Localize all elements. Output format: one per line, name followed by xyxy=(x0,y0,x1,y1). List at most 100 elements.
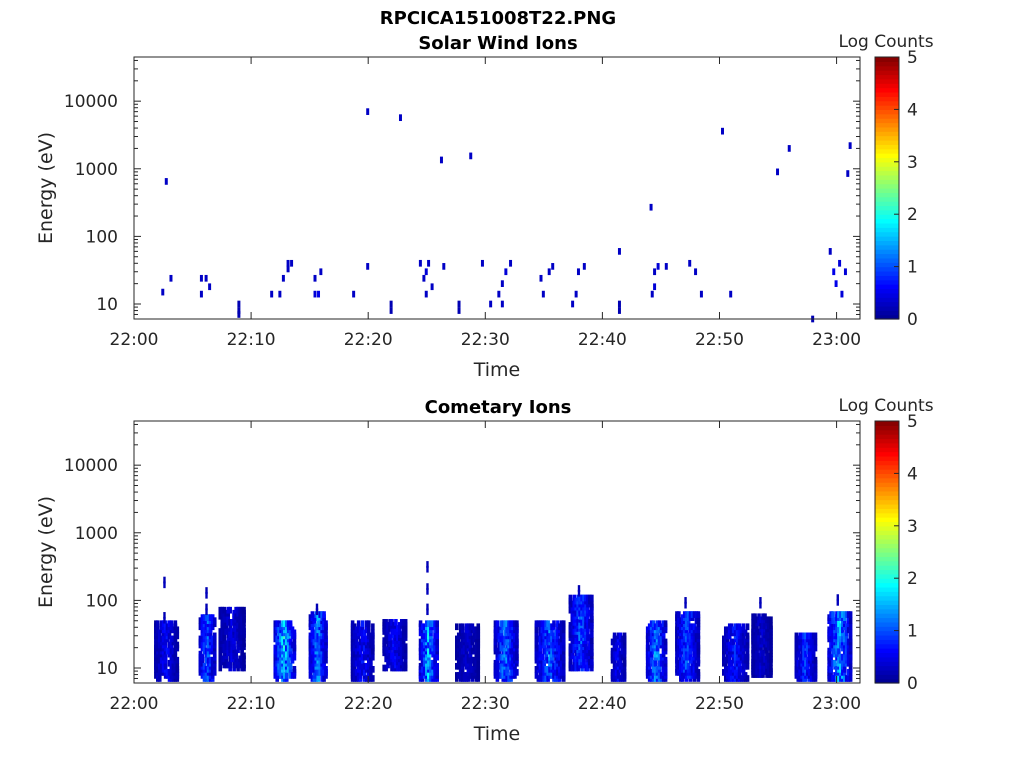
heatmap-cell xyxy=(848,675,853,682)
heatmap-cell xyxy=(226,643,230,651)
heatmap-cell xyxy=(743,629,748,637)
heatmap-cell xyxy=(382,637,386,644)
heatmap-cell xyxy=(468,672,473,679)
heatmap-cell xyxy=(767,622,771,630)
heatmap-cell xyxy=(228,640,232,648)
heatmap-cell xyxy=(544,665,548,673)
heatmap-cell xyxy=(222,615,227,623)
heatmap-cell xyxy=(645,632,650,640)
heatmap-cell xyxy=(422,665,427,673)
heatmap-cell xyxy=(464,672,469,679)
heatmap-cell xyxy=(464,662,469,670)
heatmap-cell xyxy=(741,669,746,676)
heatmap-cell xyxy=(371,629,375,637)
heatmap-cell xyxy=(649,203,653,211)
heatmap-cell xyxy=(651,659,656,667)
heatmap-cell xyxy=(455,635,459,643)
heatmap-cell xyxy=(401,661,406,669)
heatmap-cell xyxy=(767,631,771,639)
heatmap-cell xyxy=(542,632,547,640)
heatmap-cell xyxy=(489,300,493,308)
heatmap-cell xyxy=(163,638,168,646)
heatmap-cell xyxy=(154,620,158,628)
heatmap-cell xyxy=(371,641,375,649)
heatmap-cell xyxy=(472,626,477,634)
heatmap-cell xyxy=(455,653,459,661)
colorbar-segment xyxy=(875,214,899,220)
heatmap-cell xyxy=(399,649,404,657)
heatmap-cell xyxy=(755,640,759,648)
heatmap-cell xyxy=(210,656,215,664)
heatmap-cell xyxy=(230,628,234,635)
heatmap-cell xyxy=(679,669,683,676)
heatmap-cell xyxy=(659,653,664,661)
colorbar-segment xyxy=(875,253,899,259)
cometary-x-ticks: 22:00 22:10 22:20 22:30 22:40 22:50 23:00 xyxy=(110,421,861,714)
heatmap-cell xyxy=(464,623,469,631)
heatmap-cell xyxy=(286,650,291,658)
heatmap-cell xyxy=(561,653,566,661)
heatmap-cell xyxy=(590,594,594,602)
heatmap-cell xyxy=(159,656,164,664)
colorbar-segment xyxy=(875,560,899,566)
heatmap-cell xyxy=(202,641,207,649)
heatmap-cell xyxy=(588,634,592,641)
heatmap-cell xyxy=(503,647,507,655)
heatmap-cell xyxy=(679,662,683,670)
heatmap-cell xyxy=(175,632,180,640)
heatmap-cell xyxy=(202,614,207,621)
heatmap-cell xyxy=(173,620,178,628)
x-tick-label: 22:00 xyxy=(110,694,159,714)
heatmap-cell xyxy=(394,628,398,635)
heatmap-cell xyxy=(568,643,573,651)
heatmap-cell xyxy=(813,656,818,664)
heatmap-cell xyxy=(559,669,564,676)
heatmap-cell xyxy=(284,626,289,634)
heatmap-cell xyxy=(224,661,229,669)
heatmap-cell xyxy=(590,612,594,620)
heatmap-cell xyxy=(469,152,473,160)
heatmap-cell xyxy=(755,616,759,624)
heatmap-cell xyxy=(842,632,847,640)
heatmap-cell xyxy=(212,632,217,640)
heatmap-cell xyxy=(806,656,810,664)
heatmap-cell xyxy=(497,662,502,670)
heatmap-cell xyxy=(809,638,814,646)
heatmap-cell xyxy=(811,665,816,673)
heatmap-cell xyxy=(171,647,176,655)
heatmap-cell xyxy=(316,675,321,682)
heatmap-cell xyxy=(763,665,767,672)
heatmap-cell xyxy=(165,623,170,631)
heatmap-cell xyxy=(794,632,799,640)
heatmap-cell xyxy=(840,290,844,298)
heatmap-cell xyxy=(620,662,625,670)
heatmap-cell xyxy=(324,656,328,664)
heatmap-cell xyxy=(807,669,812,676)
heatmap-cell xyxy=(811,641,816,649)
heatmap-cell xyxy=(653,675,658,682)
colorbar-segment xyxy=(875,126,899,132)
colorbar-segment xyxy=(875,421,899,426)
heatmap-cell xyxy=(757,652,761,660)
heatmap-cell xyxy=(835,638,839,646)
heatmap-cell xyxy=(360,620,365,628)
heatmap-cell xyxy=(281,638,285,646)
heatmap-cell xyxy=(278,290,282,298)
colorbar-segment xyxy=(875,626,899,632)
heatmap-cell xyxy=(733,669,738,676)
heatmap-cell xyxy=(550,623,554,631)
colorbar-segment xyxy=(875,244,899,250)
heatmap-cell xyxy=(356,650,361,658)
heatmap-cell xyxy=(584,622,588,629)
heatmap-cell xyxy=(499,641,504,649)
heatmap-cell xyxy=(614,669,619,676)
heatmap-cell xyxy=(354,647,359,655)
heatmap-cell xyxy=(204,638,209,646)
heatmap-cell xyxy=(759,597,762,604)
heatmap-cell xyxy=(829,665,833,673)
heatmap-cell xyxy=(350,620,355,628)
heatmap-cell xyxy=(559,647,564,655)
heatmap-cell xyxy=(612,665,617,673)
heatmap-cell xyxy=(430,283,434,291)
heatmap-cell xyxy=(204,665,209,673)
